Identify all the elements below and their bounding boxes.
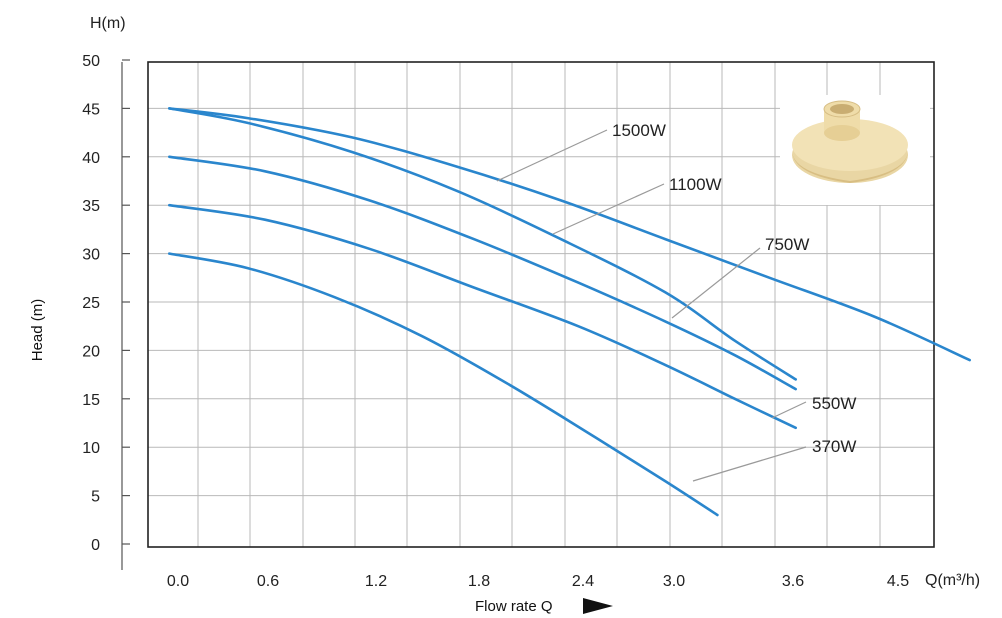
x-tick-label: 1.2 (365, 573, 387, 590)
label-550w: 550W (812, 394, 856, 413)
y-tick-label: 40 (82, 150, 100, 167)
leader-1500w (496, 129, 608, 182)
y-tick-label: 30 (82, 247, 100, 264)
x-axis-title: Flow rate Q (475, 598, 553, 615)
y-unit-label: H(m) (90, 15, 126, 32)
x-tick-label: 4.5 (887, 573, 909, 590)
x-axis-ticks: 0.0 0.6 1.2 1.8 2.4 3.0 3.6 4.5 (167, 573, 909, 590)
y-axis-ticks: 0 5 10 15 20 25 30 35 40 45 50 (82, 53, 130, 554)
label-750w: 750W (765, 235, 809, 254)
x-tick-label: 3.6 (782, 573, 804, 590)
x-tick-label: 0.0 (167, 573, 189, 590)
label-370w: 370W (812, 437, 856, 456)
curve-1500w (168, 107, 971, 362)
y-tick-label: 20 (82, 343, 100, 360)
y-tick-label: 10 (82, 440, 100, 457)
x-unit-label: Q(m³/h) (925, 572, 980, 589)
impeller-image (780, 95, 930, 205)
y-tick-label: 50 (82, 53, 100, 70)
y-tick-label: 35 (82, 198, 100, 215)
leader-550w (771, 401, 807, 419)
label-1100w: 1100W (669, 175, 722, 194)
curve-370w (168, 252, 719, 517)
y-tick-label: 45 (82, 101, 100, 118)
label-1500w: 1500W (612, 121, 666, 140)
curve-550w (168, 203, 797, 430)
y-tick-label: 0 (91, 537, 100, 554)
x-tick-label: 3.0 (663, 573, 685, 590)
x-axis-arrow-icon (583, 598, 613, 614)
curves (168, 107, 971, 517)
y-tick-label: 5 (91, 489, 100, 506)
curve-1100w (168, 107, 797, 381)
x-tick-label: 1.8 (468, 573, 490, 590)
plot-frame (147, 61, 935, 548)
y-axis-title: Head (m) (29, 299, 46, 362)
leader-1100w (552, 183, 665, 235)
leader-370w (692, 446, 807, 482)
curve-750w (168, 155, 797, 391)
leader-750w (671, 247, 761, 319)
y-tick-label: 15 (82, 392, 100, 409)
x-tick-label: 0.6 (257, 573, 279, 590)
y-tick-label: 25 (82, 295, 100, 312)
x-tick-label: 2.4 (572, 573, 594, 590)
